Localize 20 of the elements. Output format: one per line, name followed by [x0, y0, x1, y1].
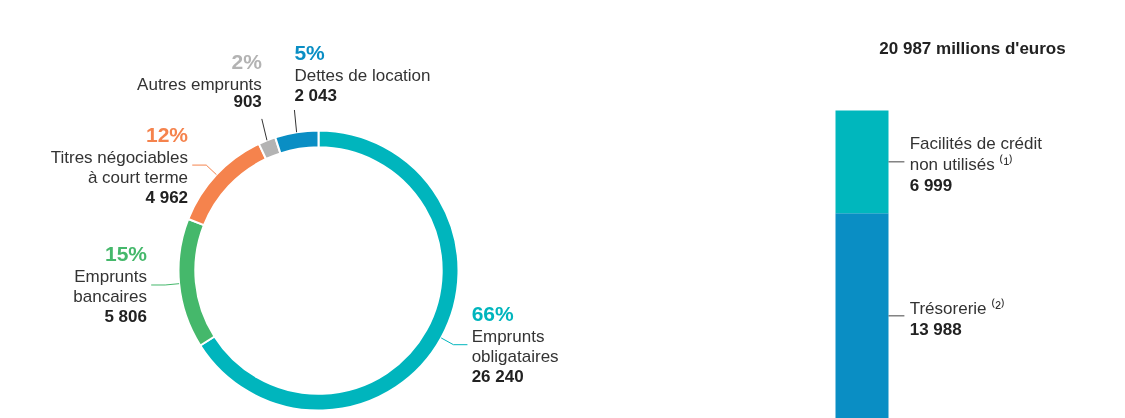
data-label: 66% [471, 302, 515, 326]
slice-label: Emprunts obligataires [471, 327, 559, 367]
text: 2 043 [294, 86, 337, 105]
slice-label: Titres négociables à court terme [50, 147, 189, 187]
slice-label: Autres emprunts [137, 74, 262, 94]
text: 5 806 [104, 307, 147, 327]
slice-label: Dettes de location [294, 66, 431, 85]
data-label: 13 988 [909, 319, 962, 339]
text: 20 987 millions d'euros [879, 38, 1066, 58]
data-label: 6 999 [909, 176, 953, 196]
slice-label: Emprunts bancaires [73, 267, 147, 307]
data-label: 12% [146, 122, 189, 146]
data-label: 5% [294, 41, 326, 64]
text: 4 962 [145, 187, 189, 207]
series-label: Facilités de crédit non utilisés ⁽¹⁾ [909, 134, 1043, 175]
series-label: Trésorerie ⁽²⁾ [909, 297, 1005, 318]
data-label: 15% [104, 242, 148, 266]
data-label: 2% [231, 49, 263, 73]
text: 26 240 [471, 367, 524, 387]
text: 903 [233, 91, 262, 111]
